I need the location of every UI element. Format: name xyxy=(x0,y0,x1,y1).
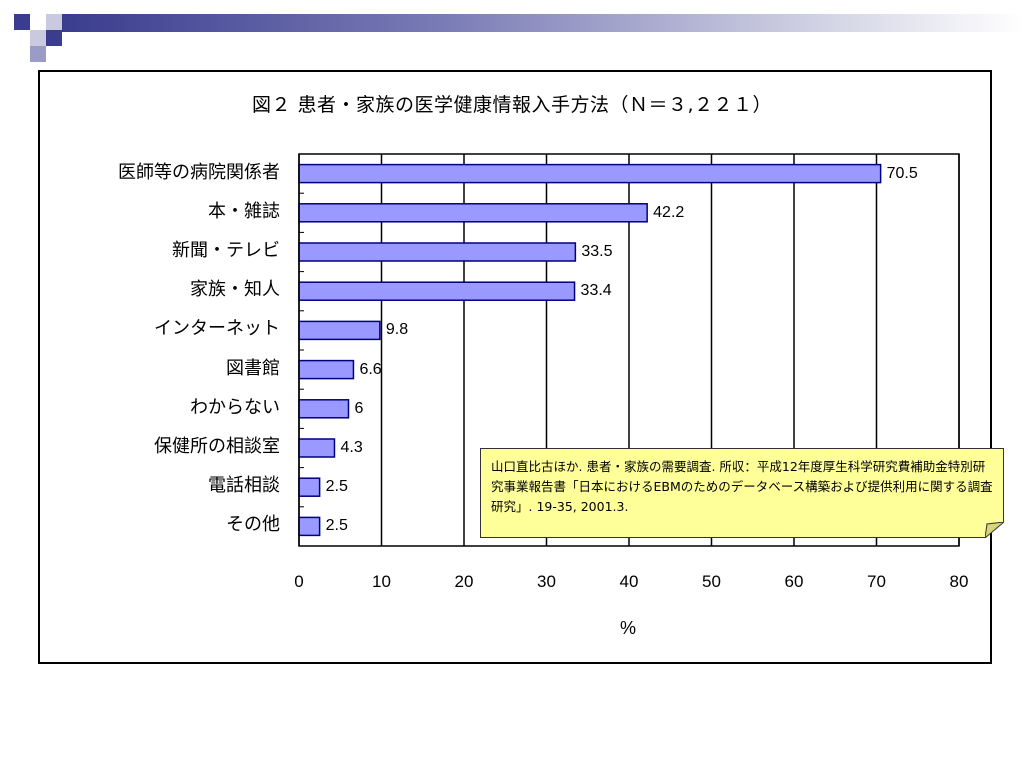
category-label: わからない xyxy=(190,396,280,418)
header-banner xyxy=(60,14,1024,32)
citation-note: 山口直比古ほか. 患者・家族の需要調査. 所収：平成12年度厚生科学研究費補助金… xyxy=(480,448,1004,538)
decoration-square xyxy=(14,14,30,30)
bar xyxy=(298,281,576,301)
x-tick-label: 70 xyxy=(867,572,886,591)
decoration-square xyxy=(30,14,46,30)
x-tick-label: 20 xyxy=(454,572,474,591)
data-label: 6.6 xyxy=(359,360,382,378)
bar xyxy=(298,438,336,458)
decoration-square xyxy=(46,14,62,30)
x-tick-label: 50 xyxy=(702,572,721,591)
category-label: 図書館 xyxy=(226,357,280,379)
data-label: 70.5 xyxy=(886,164,918,182)
category-label: 医師等の病院関係者 xyxy=(118,161,280,183)
x-tick-label: 30 xyxy=(537,572,556,591)
decoration-square xyxy=(30,46,46,62)
data-label: 33.4 xyxy=(580,282,612,300)
data-label: 42.2 xyxy=(653,203,685,221)
bar xyxy=(298,359,355,380)
decoration-square xyxy=(14,30,30,46)
category-label: 保健所の相談室 xyxy=(154,436,280,457)
x-tick-label: 60 xyxy=(784,572,804,591)
category-label: その他 xyxy=(226,514,280,536)
x-tick-label: 40 xyxy=(619,572,639,591)
data-label: 2.5 xyxy=(325,517,348,535)
chart-title: 図２ 患者・家族の医学健康情報入手方法（Ｎ＝３,２２１） xyxy=(251,94,773,116)
bar xyxy=(298,477,321,497)
category-label: 家族・知人 xyxy=(190,279,280,301)
bar xyxy=(298,516,321,537)
data-label: 9.8 xyxy=(385,321,409,339)
bar xyxy=(298,320,381,341)
decoration-square xyxy=(46,30,62,46)
data-label: 6 xyxy=(354,399,364,417)
x-axis-label: % xyxy=(619,618,636,638)
x-tick-label: 0 xyxy=(294,572,304,591)
category-label: 本・雑誌 xyxy=(208,200,280,222)
x-tick-label: 10 xyxy=(372,572,391,591)
category-label: 新聞・テレビ xyxy=(172,240,280,261)
x-tick-label: 80 xyxy=(949,572,969,591)
bar xyxy=(298,163,882,184)
category-label: 電話相談 xyxy=(208,475,280,497)
note-fold-corner xyxy=(985,522,1004,538)
bar xyxy=(298,242,577,262)
data-label: 4.3 xyxy=(340,439,363,456)
bar xyxy=(298,399,350,419)
decoration-square xyxy=(30,30,46,46)
category-label: インターネット xyxy=(154,318,280,340)
data-label: 33.5 xyxy=(581,243,613,260)
data-label: 2.5 xyxy=(325,478,348,496)
bar xyxy=(298,203,648,223)
